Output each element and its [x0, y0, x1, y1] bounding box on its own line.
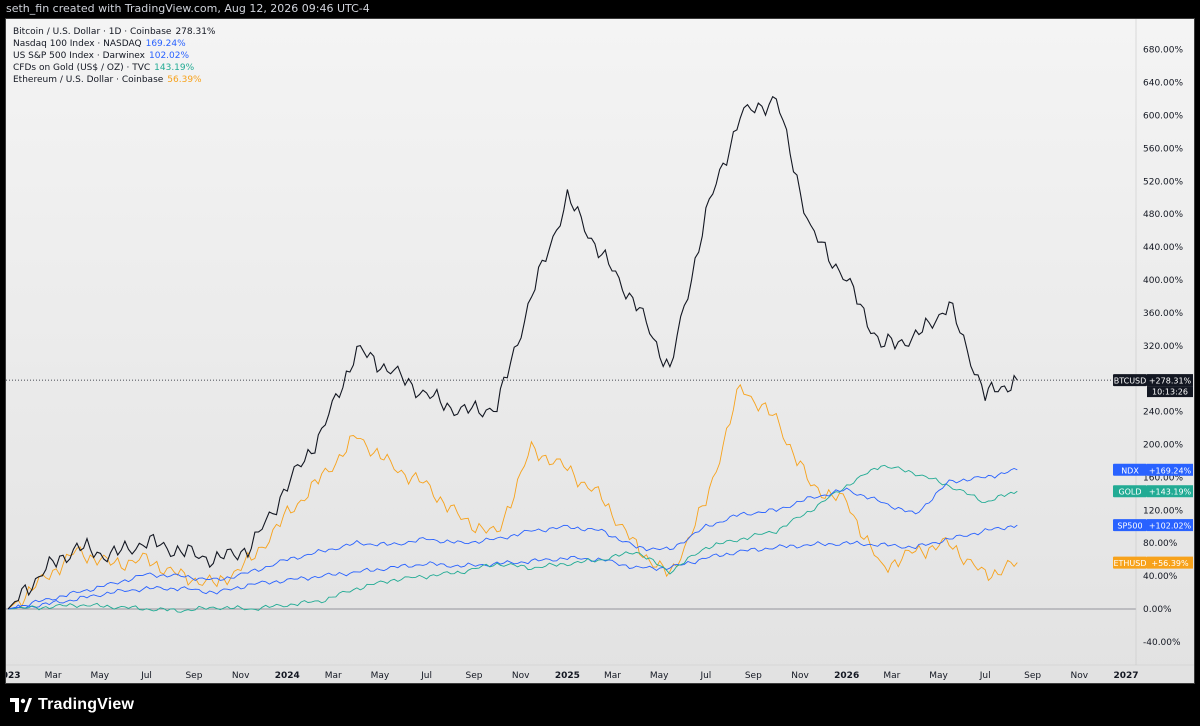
x-tick-label: 2023	[6, 671, 21, 681]
series-line-btcusd	[7, 95, 1018, 610]
y-tick-label: -40.00%	[1143, 638, 1181, 648]
x-tick-label: May	[929, 671, 948, 681]
series-line-gold	[7, 464, 1018, 613]
x-tick-label: Jul	[699, 671, 711, 681]
brand-name: TradingView	[38, 696, 135, 713]
y-tick-label: 320.00%	[1143, 342, 1183, 352]
x-tick-label: May	[650, 671, 669, 681]
legend-label: Bitcoin / U.S. Dollar · 1D · Coinbase	[13, 27, 172, 37]
x-tick-label: Jul	[140, 671, 152, 681]
y-tick-label: 40.00%	[1143, 572, 1178, 582]
y-tick-label: 560.00%	[1143, 144, 1183, 154]
chart-svg[interactable]: 680.00% 640.00% 600.00% 560.00% 520.00% 480.0…	[6, 19, 1194, 683]
series-value-label: +102.02%	[1149, 522, 1192, 531]
legend-item-sp500[interactable]: US S&P 500 Index · Darwinex 102.02%	[13, 50, 215, 62]
series-line-sp500	[7, 524, 1018, 610]
tradingview-logo-icon	[10, 698, 32, 712]
x-tick-label: May	[91, 671, 110, 681]
series-ticker-badge	[1113, 556, 1147, 569]
series-ticker-badge	[1113, 374, 1147, 387]
legend-value: 278.31%	[175, 27, 216, 37]
x-tick-label: Nov	[232, 671, 250, 681]
series-line-ethusd	[7, 383, 1018, 610]
legend-label: Nasdaq 100 Index · NASDAQ	[13, 39, 142, 49]
legend-label: CFDs on Gold (US$ / OZ) · TVC	[13, 63, 151, 73]
series-ticker-label: SP500	[1117, 522, 1142, 531]
legend-item-ndx[interactable]: Nasdaq 100 Index · NASDAQ 169.24%	[13, 38, 215, 50]
y-tick-label: 0.00%	[1143, 605, 1172, 615]
series-value-badge	[1147, 374, 1193, 387]
x-tick-label: 2026	[834, 671, 859, 681]
x-tick-label: 2024	[275, 671, 300, 681]
x-tick-label: Sep	[1024, 671, 1041, 681]
series-ticker-label: BTCUSD	[1114, 377, 1147, 386]
series-value-badge	[1147, 519, 1193, 532]
series-value-label: +278.31%	[1149, 377, 1192, 386]
y-tick-label: 360.00%	[1143, 309, 1183, 319]
x-tick-label: Sep	[466, 671, 483, 681]
x-tick-label: 2027	[1113, 671, 1138, 681]
series-ticker-badge	[1113, 519, 1147, 532]
series-value-badge	[1147, 485, 1193, 498]
countdown-label: 10:13:26	[1152, 388, 1188, 397]
series-ticker-badge	[1113, 463, 1147, 476]
countdown-badge	[1147, 386, 1193, 398]
x-tick-label: Nov	[791, 671, 809, 681]
y-tick-label: 680.00%	[1143, 46, 1183, 56]
legend-label: Ethereum / U.S. Dollar · Coinbase	[13, 75, 164, 85]
series-ticker-label: ETHUSD	[1113, 559, 1146, 568]
legend-label: US S&P 500 Index · Darwinex	[13, 51, 145, 61]
series-value-label: +143.19%	[1149, 488, 1192, 497]
x-tick-label: Jul	[979, 671, 991, 681]
legend-item-gold[interactable]: CFDs on Gold (US$ / OZ) · TVC 143.19%	[13, 62, 215, 74]
series-value-label: +56.39%	[1151, 559, 1189, 568]
y-tick-label: 480.00%	[1143, 210, 1183, 220]
x-tick-label: Mar	[883, 671, 900, 681]
series-value-badge	[1147, 556, 1193, 569]
series-ticker-badge	[1113, 485, 1147, 498]
y-tick-label: 200.00%	[1143, 441, 1183, 451]
series-ticker-label: NDX	[1121, 466, 1139, 475]
x-tick-label: Jul	[420, 671, 432, 681]
y-tick-label: 400.00%	[1143, 276, 1183, 286]
attribution-text: seth_fin created with TradingView.com, A…	[6, 2, 370, 15]
legend-item-btc[interactable]: Bitcoin / U.S. Dollar · 1D · Coinbase 278…	[13, 26, 215, 38]
x-tick-label: Nov	[512, 671, 530, 681]
legend: Bitcoin / U.S. Dollar · 1D · Coinbase 278…	[13, 26, 215, 86]
footer-bar: TradingView	[0, 684, 1200, 726]
x-tick-label: Sep	[185, 671, 202, 681]
x-tick-label: Mar	[604, 671, 621, 681]
y-tick-label: 440.00%	[1143, 243, 1183, 253]
series-line-ndx	[7, 468, 1018, 610]
y-tick-label: 640.00%	[1143, 79, 1183, 89]
y-tick-label: 520.00%	[1143, 177, 1183, 187]
x-tick-label: Mar	[45, 671, 62, 681]
chart-frame[interactable]: 680.00% 640.00% 600.00% 560.00% 520.00% 480.0…	[5, 18, 1195, 684]
tradingview-logo[interactable]: TradingView	[10, 696, 134, 714]
x-tick-label: Mar	[325, 671, 342, 681]
series-value-label: +169.24%	[1149, 466, 1192, 475]
legend-value: 169.24%	[145, 39, 186, 49]
y-tick-label: 120.00%	[1143, 506, 1183, 516]
y-tick-label: 80.00%	[1143, 539, 1178, 549]
x-tick-label: May	[371, 671, 390, 681]
x-tick-label: Sep	[745, 671, 762, 681]
x-tick-label: Nov	[1071, 671, 1089, 681]
legend-value: 102.02%	[149, 51, 190, 61]
series-ticker-label: GOLD	[1118, 488, 1141, 497]
y-tick-label: 160.00%	[1143, 473, 1183, 483]
legend-item-eth[interactable]: Ethereum / U.S. Dollar · Coinbase 56.39%	[13, 74, 215, 86]
y-tick-label: 600.00%	[1143, 112, 1183, 122]
legend-value: 143.19%	[154, 63, 195, 73]
x-tick-label: 2025	[555, 671, 580, 681]
y-tick-label: 240.00%	[1143, 408, 1183, 418]
legend-value: 56.39%	[167, 75, 202, 85]
attribution-bar: seth_fin created with TradingView.com, A…	[0, 0, 1200, 18]
series-value-badge	[1147, 463, 1193, 476]
